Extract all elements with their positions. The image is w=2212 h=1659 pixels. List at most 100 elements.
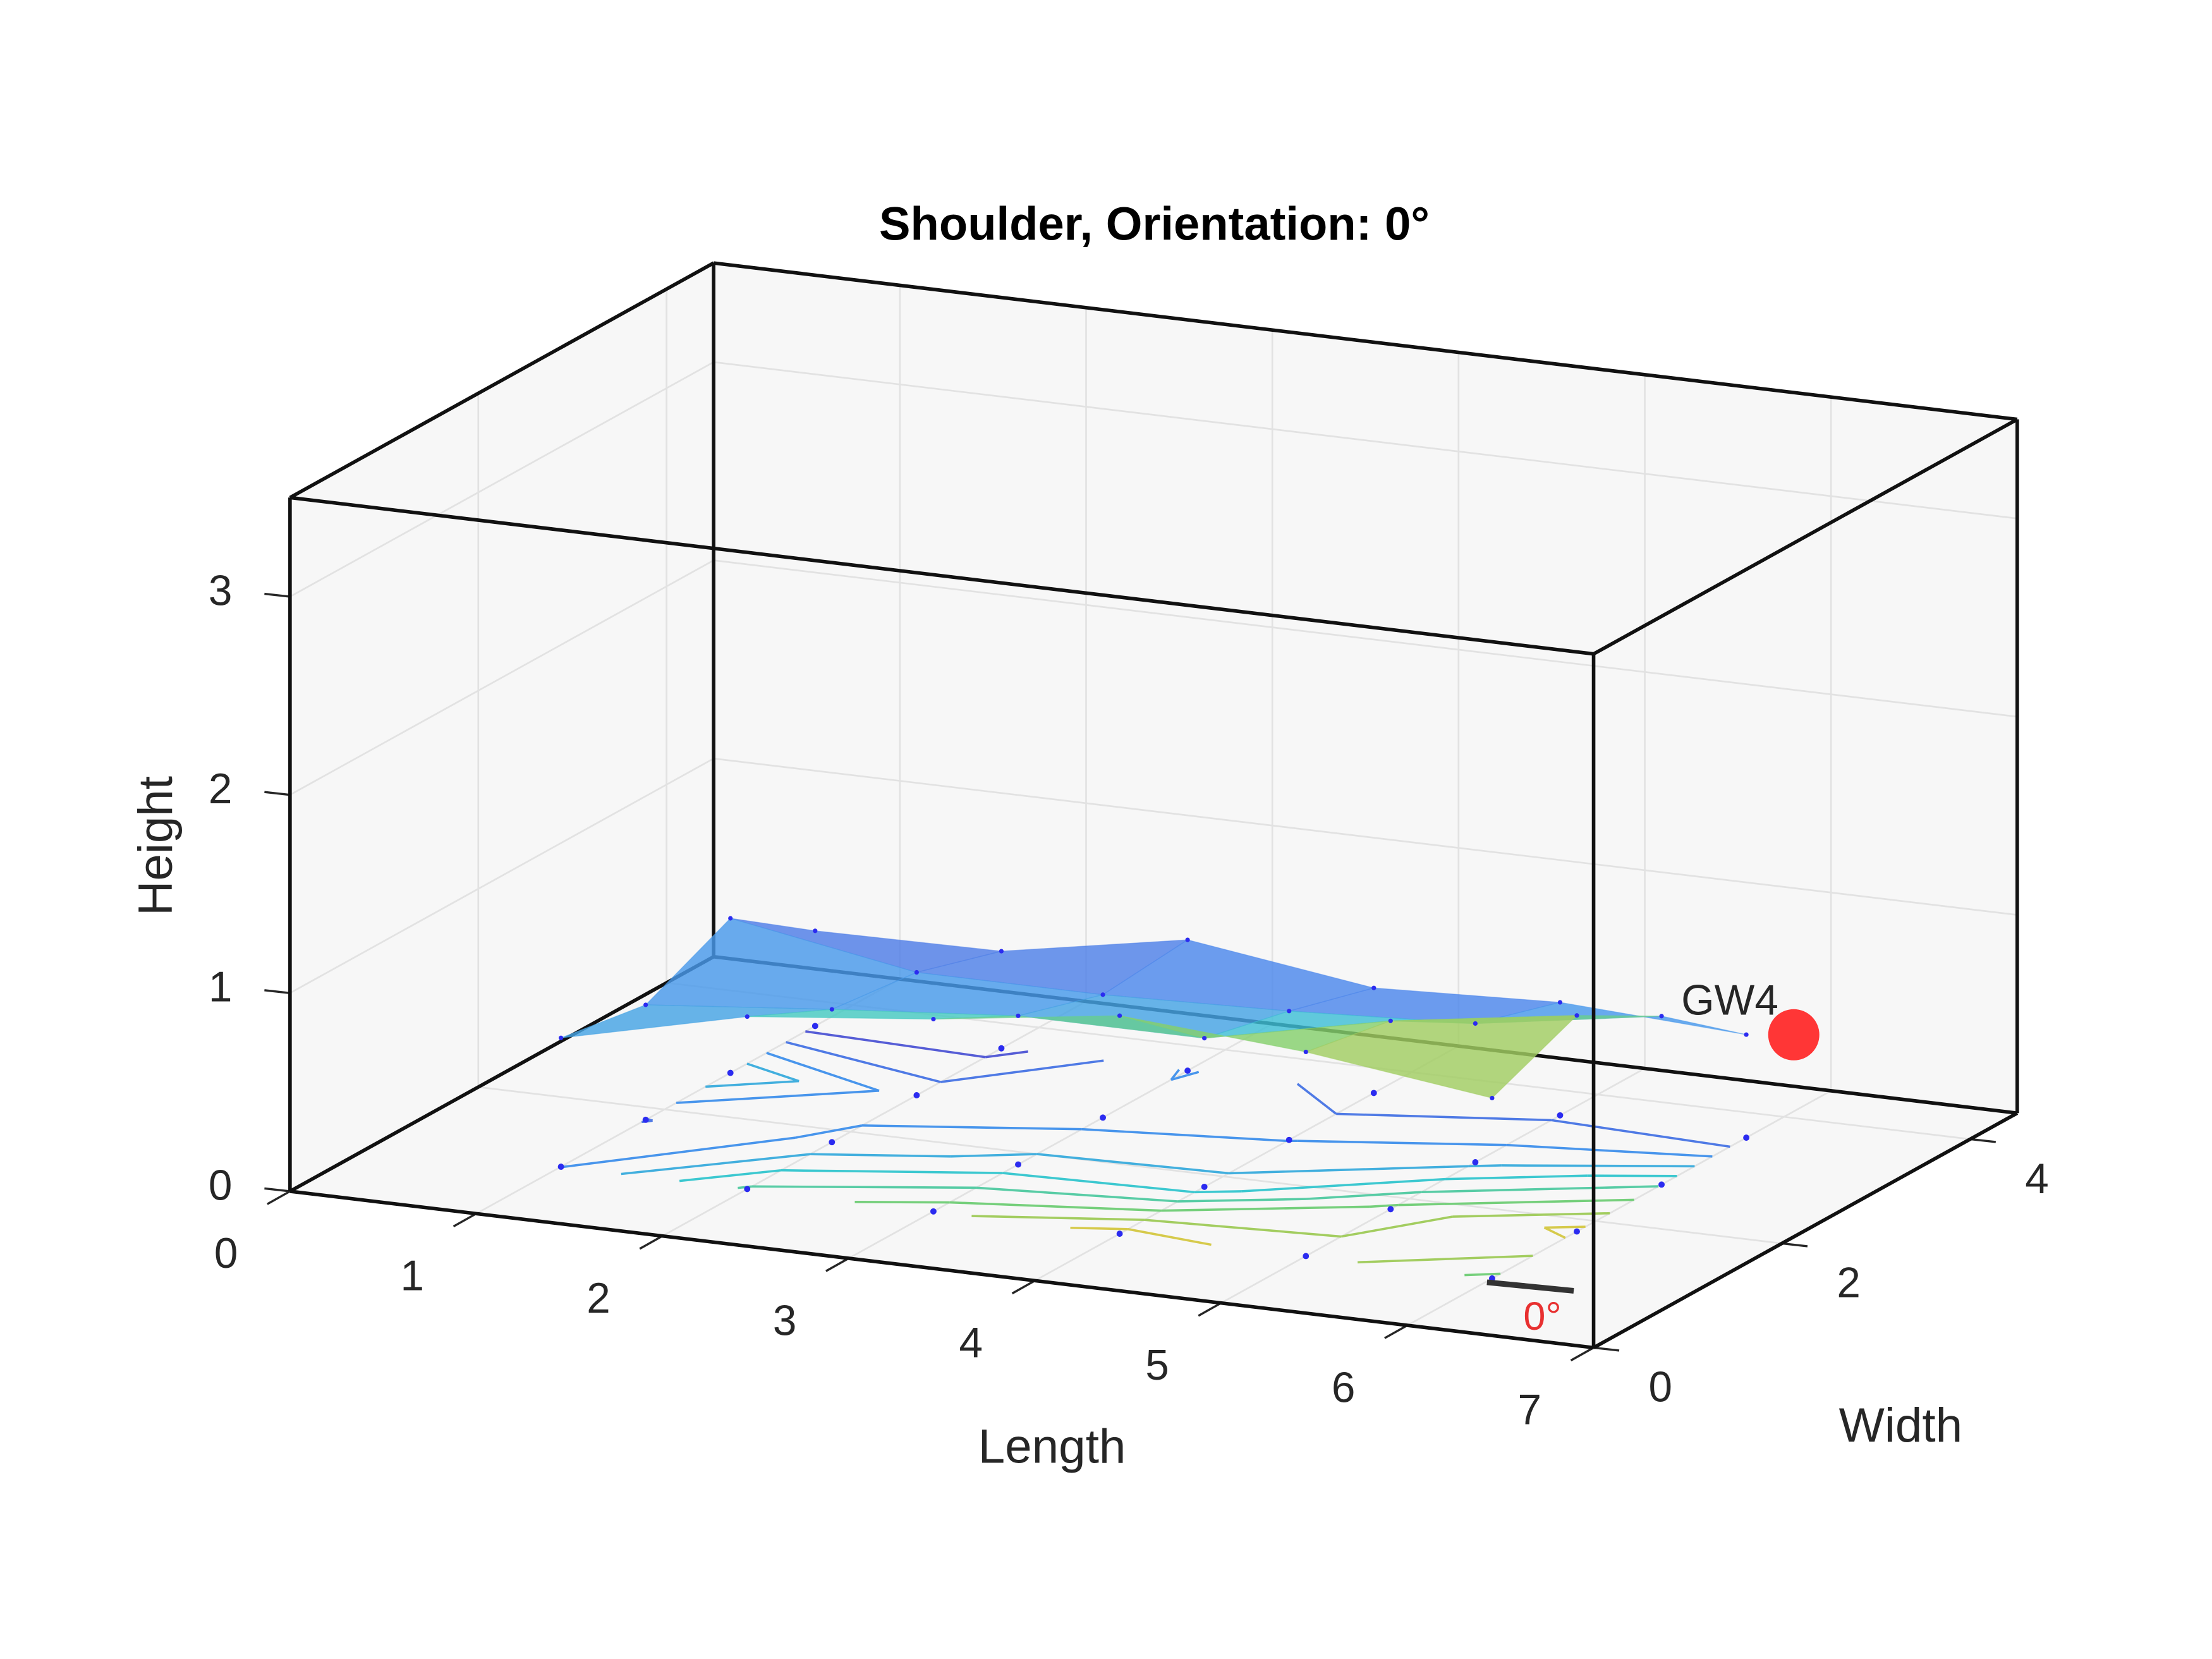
x-tick-label: 0 xyxy=(214,1230,238,1277)
grid-line xyxy=(478,1086,1782,1244)
grid-line xyxy=(662,1000,1087,1237)
tick-mark xyxy=(825,1257,849,1272)
sample-dot xyxy=(829,1139,836,1146)
sample-dot xyxy=(1557,1112,1564,1119)
surface-point xyxy=(1473,1021,1478,1026)
contour-line xyxy=(562,1136,796,1169)
contour-line xyxy=(679,1169,782,1182)
surface-point xyxy=(914,969,919,975)
surface-point xyxy=(1557,1000,1563,1005)
surface-point xyxy=(728,916,733,921)
x-tick-label: 4 xyxy=(959,1320,983,1367)
box-edge xyxy=(713,261,2018,422)
tick-mark xyxy=(453,1212,477,1228)
contour-line xyxy=(1358,1255,1533,1264)
contour-line xyxy=(1127,1228,1212,1246)
tick-mark xyxy=(1970,1138,1996,1143)
tick-mark xyxy=(1570,1346,1595,1362)
contour-line xyxy=(1543,1226,1566,1239)
contour-line xyxy=(1241,1177,1445,1193)
x-tick-label: 2 xyxy=(586,1275,611,1322)
contour-line xyxy=(1464,1272,1501,1277)
contour-line xyxy=(1177,1198,1306,1203)
contour-line xyxy=(1161,1205,1370,1212)
contour-line xyxy=(949,1201,1162,1212)
tick-mark xyxy=(264,989,291,995)
sample-dot xyxy=(557,1164,564,1170)
contour-line xyxy=(746,1062,799,1083)
box-edge xyxy=(289,1189,1594,1350)
gw-marker xyxy=(1768,1009,1820,1060)
x-tick-label: 5 xyxy=(1145,1342,1169,1389)
surface-point xyxy=(813,928,818,933)
sample-dot xyxy=(1201,1183,1208,1190)
grid-line xyxy=(1407,1090,1832,1327)
sample-dot xyxy=(811,1023,818,1030)
contour-line xyxy=(1340,1215,1453,1238)
contour-line xyxy=(1081,1127,1287,1143)
floor-pane xyxy=(289,956,2017,1348)
grid-line xyxy=(289,559,714,796)
surface-point xyxy=(1100,992,1105,997)
contour-line xyxy=(971,1215,1145,1222)
contour-line xyxy=(1551,1119,1730,1148)
box-edge xyxy=(1593,418,2019,656)
surface-point xyxy=(1744,1032,1749,1037)
surface-point xyxy=(1303,1049,1308,1055)
contours xyxy=(557,1023,1750,1282)
surface-point xyxy=(558,1035,564,1040)
sample-dot xyxy=(1574,1228,1580,1235)
x-tick-label: 7 xyxy=(1518,1387,1542,1434)
contour-line xyxy=(1036,1153,1229,1175)
tick-mark xyxy=(264,1187,291,1193)
surface-point xyxy=(931,1016,936,1022)
box-edge xyxy=(289,261,715,499)
contour-line xyxy=(766,1052,880,1092)
surface xyxy=(558,916,1749,1101)
contour-line xyxy=(810,1153,951,1158)
contour-line xyxy=(1229,1165,1469,1175)
back-pane xyxy=(714,263,2017,1114)
sample-dot xyxy=(1184,1067,1191,1074)
y-tick-label: 4 xyxy=(2025,1155,2049,1203)
contour-line xyxy=(854,1201,950,1204)
surface-point xyxy=(1016,1013,1021,1018)
orientation-arrow xyxy=(1486,1279,1574,1294)
sample-dot xyxy=(642,1116,649,1123)
contour-line xyxy=(1194,1190,1242,1194)
contour-line xyxy=(794,1124,863,1139)
sample-dot xyxy=(1116,1231,1123,1237)
chart-title: Shoulder, Orientation: 0° xyxy=(879,198,1430,250)
front: 0 1 2 3 4 5 6 7 0 2 4 0 1 2 3 GW4 xyxy=(209,261,2049,1434)
surface-point xyxy=(1490,1095,1495,1101)
sample-dot xyxy=(1370,1090,1377,1097)
y-axis-label: Width xyxy=(1839,1399,1962,1452)
tick-mark xyxy=(267,1190,291,1205)
grid-line xyxy=(714,757,2017,916)
tick-mark xyxy=(1198,1302,1222,1317)
contour-line xyxy=(676,1090,880,1104)
surface-point xyxy=(1117,1013,1122,1018)
x-axis-label: Length xyxy=(978,1420,1126,1474)
contour-line xyxy=(1002,1172,1195,1194)
surface-point xyxy=(1371,985,1376,990)
sample-dot xyxy=(998,1045,1005,1052)
sample-dot xyxy=(1100,1114,1106,1121)
contour-line xyxy=(1336,1112,1552,1122)
x-tick-label: 3 xyxy=(773,1297,797,1344)
contour-line xyxy=(1421,1185,1659,1193)
contour-line xyxy=(1145,1218,1342,1238)
surface-point xyxy=(1574,1013,1579,1018)
surface-point xyxy=(829,1007,834,1012)
x-tick-label: 1 xyxy=(401,1253,425,1300)
tick-mark xyxy=(639,1235,664,1250)
grid-line xyxy=(289,758,714,994)
surface-point xyxy=(643,1002,648,1007)
contour-line xyxy=(940,1059,1104,1083)
surface-point xyxy=(1388,1018,1393,1023)
sample-dot xyxy=(1743,1134,1750,1141)
contour-line xyxy=(1468,1164,1502,1168)
contour-line xyxy=(805,1030,986,1059)
